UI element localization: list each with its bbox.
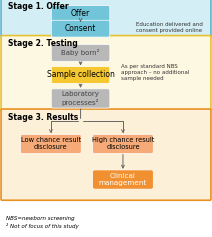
FancyBboxPatch shape bbox=[93, 134, 153, 154]
Text: Stage 2. Testing: Stage 2. Testing bbox=[8, 39, 78, 48]
FancyBboxPatch shape bbox=[51, 67, 110, 83]
Text: Education delivered and
consent provided online: Education delivered and consent provided… bbox=[136, 22, 202, 33]
Text: Stage 1. Offer: Stage 1. Offer bbox=[8, 2, 69, 11]
FancyBboxPatch shape bbox=[1, 0, 211, 38]
Text: ² Not of focus of this study: ² Not of focus of this study bbox=[6, 223, 79, 229]
FancyBboxPatch shape bbox=[1, 36, 211, 111]
Text: Baby born²: Baby born² bbox=[61, 49, 100, 56]
Text: Clinical
management: Clinical management bbox=[99, 173, 147, 186]
Text: As per standard NBS
approach – no additional
sample needed: As per standard NBS approach – no additi… bbox=[121, 64, 189, 81]
FancyBboxPatch shape bbox=[51, 89, 110, 108]
Text: Sample collection: Sample collection bbox=[47, 70, 114, 79]
FancyBboxPatch shape bbox=[1, 109, 211, 200]
Text: NBS=newborn screening: NBS=newborn screening bbox=[6, 216, 75, 221]
FancyBboxPatch shape bbox=[51, 20, 110, 37]
FancyBboxPatch shape bbox=[51, 5, 110, 22]
Text: Consent: Consent bbox=[65, 24, 96, 33]
Text: High chance result
disclosure: High chance result disclosure bbox=[92, 137, 154, 150]
Text: Stage 3. Results: Stage 3. Results bbox=[8, 113, 79, 122]
Text: Laboratory
processes²: Laboratory processes² bbox=[62, 91, 99, 105]
Text: Low chance result
disclosure: Low chance result disclosure bbox=[21, 137, 81, 150]
Text: Offer: Offer bbox=[71, 9, 90, 18]
FancyBboxPatch shape bbox=[21, 134, 81, 154]
FancyBboxPatch shape bbox=[93, 170, 153, 189]
FancyBboxPatch shape bbox=[51, 45, 110, 61]
